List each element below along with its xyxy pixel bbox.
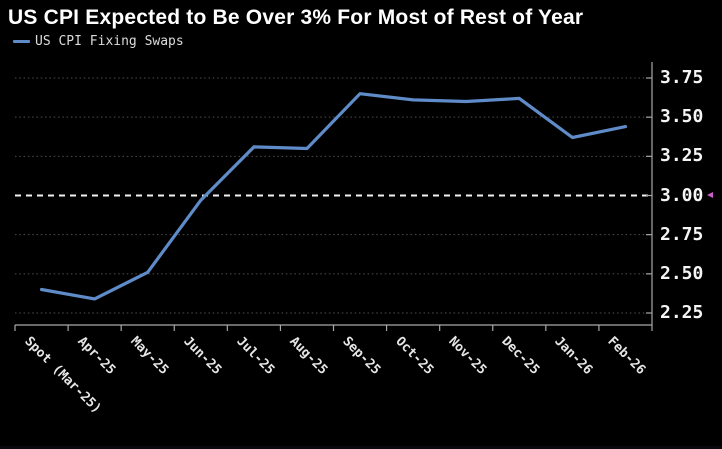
y-axis-label-text: 3.75 [660,67,704,88]
y-axis-label: 2.25 [660,302,720,323]
y-axis-label-text: 2.50 [660,262,704,284]
y-axis-label: 3.75 [660,67,720,88]
series-line-us-cpi-fixing-swaps [39,92,628,301]
y-axis-label: 3.50 [660,106,720,127]
legend: US CPI Fixing Swaps [13,34,722,49]
level-marker-icon [707,192,714,198]
y-axis-label: 2.50 [660,263,720,284]
y-axis-label: 2.75 [660,224,720,245]
chart-title: US CPI Expected to Be Over 3% For Most o… [8,6,584,29]
y-axis-label-text: 2.25 [660,302,704,323]
cropped-source-line [0,446,722,449]
y-axis-label-text: 2.75 [660,223,704,245]
y-axis-label: 3.00 [660,185,720,206]
y-axis-label: 3.25 [660,145,720,166]
y-axis-label-text: 3.50 [660,106,704,128]
legend-label: US CPI Fixing Swaps [35,34,184,49]
y-axis-label-text: 3.25 [660,145,704,167]
legend-line-swatch [13,40,30,43]
chart-header: US CPI Expected to Be Over 3% For Most o… [0,0,722,49]
y-axis-label-text: 3.00 [660,184,704,206]
